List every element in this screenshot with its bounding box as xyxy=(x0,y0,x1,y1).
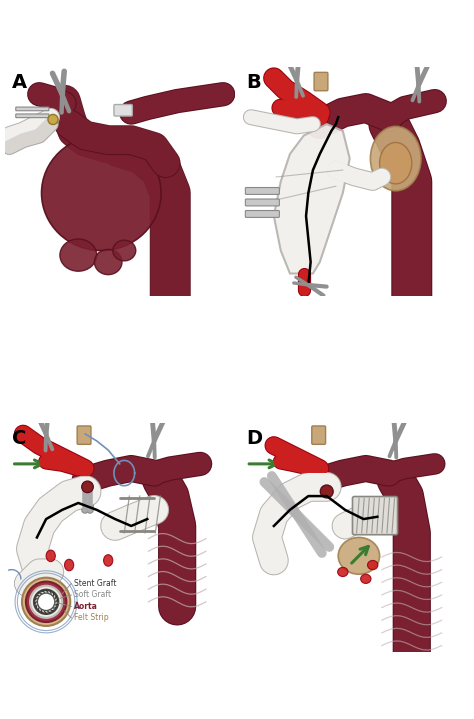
FancyBboxPatch shape xyxy=(312,426,326,444)
Ellipse shape xyxy=(338,538,380,574)
FancyBboxPatch shape xyxy=(246,188,279,194)
Text: A: A xyxy=(12,73,27,93)
Text: D: D xyxy=(246,429,263,449)
FancyBboxPatch shape xyxy=(77,426,91,444)
FancyBboxPatch shape xyxy=(246,199,279,206)
Ellipse shape xyxy=(104,554,113,566)
FancyBboxPatch shape xyxy=(16,107,49,111)
Ellipse shape xyxy=(46,550,55,562)
Circle shape xyxy=(26,582,66,622)
Ellipse shape xyxy=(94,249,122,275)
Text: Felt Strip: Felt Strip xyxy=(73,613,109,623)
Circle shape xyxy=(34,590,58,614)
Text: Stent Graft: Stent Graft xyxy=(73,579,116,588)
Circle shape xyxy=(22,577,70,626)
Polygon shape xyxy=(274,124,350,273)
Ellipse shape xyxy=(64,559,73,571)
Ellipse shape xyxy=(380,142,412,184)
Ellipse shape xyxy=(367,560,378,569)
Text: B: B xyxy=(246,73,261,93)
Ellipse shape xyxy=(337,567,348,577)
Text: C: C xyxy=(12,429,26,449)
Ellipse shape xyxy=(42,136,161,250)
Circle shape xyxy=(30,586,62,618)
FancyBboxPatch shape xyxy=(114,104,132,116)
Ellipse shape xyxy=(113,240,136,261)
FancyBboxPatch shape xyxy=(314,73,328,91)
Text: Soft Graft: Soft Graft xyxy=(73,590,111,600)
Ellipse shape xyxy=(60,239,97,271)
FancyBboxPatch shape xyxy=(16,114,49,118)
Circle shape xyxy=(82,481,93,493)
Circle shape xyxy=(48,114,58,124)
Ellipse shape xyxy=(361,574,371,583)
Circle shape xyxy=(37,593,55,610)
FancyBboxPatch shape xyxy=(246,211,279,217)
Circle shape xyxy=(320,485,333,498)
FancyBboxPatch shape xyxy=(353,497,398,535)
Ellipse shape xyxy=(370,127,421,191)
Text: Aorta: Aorta xyxy=(73,602,98,611)
